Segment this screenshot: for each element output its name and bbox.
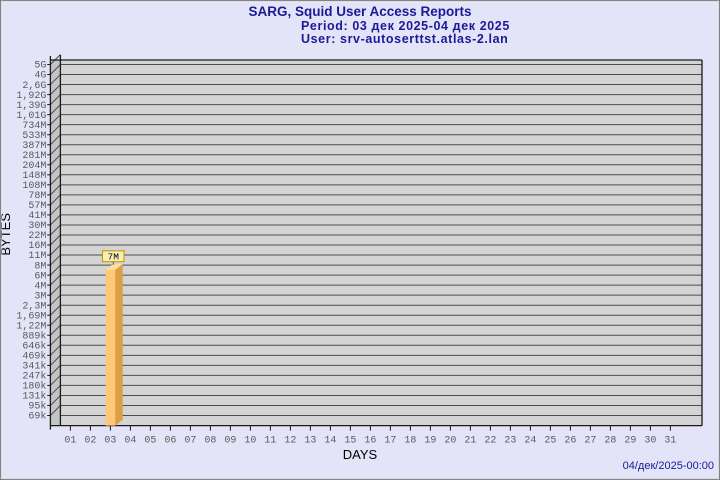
svg-text:30: 30 <box>644 436 656 447</box>
svg-text:05: 05 <box>144 436 156 447</box>
svg-text:01: 01 <box>64 436 76 447</box>
svg-text:18: 18 <box>404 436 416 447</box>
svg-text:06: 06 <box>164 436 176 447</box>
svg-text:31: 31 <box>664 436 676 447</box>
svg-text:7M: 7M <box>108 252 120 263</box>
svg-text:26: 26 <box>564 436 576 447</box>
svg-text:02: 02 <box>84 436 96 447</box>
svg-text:21: 21 <box>464 436 476 447</box>
svg-text:13: 13 <box>304 436 316 447</box>
svg-text:19: 19 <box>424 436 436 447</box>
svg-text:09: 09 <box>224 436 236 447</box>
svg-text:69k: 69k <box>28 411 46 423</box>
svg-text:07: 07 <box>184 436 196 447</box>
svg-text:28: 28 <box>604 436 616 447</box>
svg-text:15: 15 <box>344 436 356 447</box>
svg-text:29: 29 <box>624 436 636 447</box>
svg-text:08: 08 <box>204 436 216 447</box>
svg-text:24: 24 <box>524 436 536 447</box>
svg-text:27: 27 <box>584 436 596 447</box>
svg-text:10: 10 <box>244 436 256 447</box>
svg-text:12: 12 <box>284 436 296 447</box>
svg-text:14: 14 <box>324 436 336 447</box>
svg-text:23: 23 <box>504 436 516 447</box>
svg-text:20: 20 <box>444 436 456 447</box>
svg-text:11: 11 <box>264 436 276 447</box>
svg-text:03: 03 <box>104 436 116 447</box>
svg-text:25: 25 <box>544 436 556 447</box>
svg-text:22: 22 <box>484 436 496 447</box>
svg-text:16: 16 <box>364 436 376 447</box>
svg-text:17: 17 <box>384 436 396 447</box>
svg-text:04: 04 <box>124 436 136 447</box>
